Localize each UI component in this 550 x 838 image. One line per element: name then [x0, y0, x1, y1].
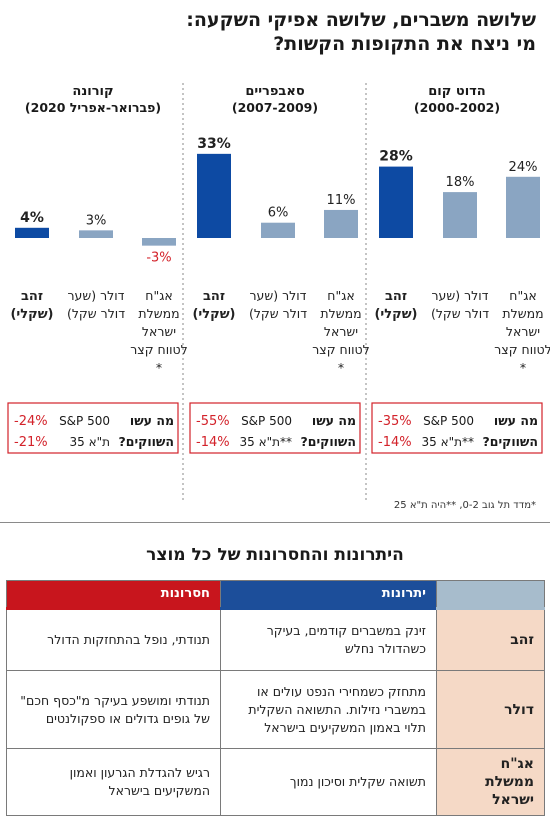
- category-label: (שקלי): [10, 307, 53, 322]
- market-question: השווקים?: [301, 434, 357, 449]
- section-divider: [0, 522, 550, 523]
- bar-value-label: 3%: [86, 213, 107, 228]
- market-question: מה עשו: [494, 413, 538, 428]
- row-pros: מתחזק כשמחירי הנפט עולים או במשברי נזילו…: [220, 670, 437, 749]
- chart-title-line2: מי ניצח את התקופות הקשות?: [273, 33, 536, 55]
- row-product: אג"ח ממשלת ישראל: [436, 748, 545, 816]
- bar: [15, 227, 49, 238]
- category-label: *: [520, 360, 526, 375]
- bar-value-label: 28%: [379, 149, 413, 165]
- bar-value-label: 18%: [446, 175, 475, 190]
- category-label: ממשלת: [502, 306, 543, 321]
- category-label: דולר שקל): [67, 306, 125, 321]
- market-index-name: ת"א 35**: [421, 435, 474, 449]
- market-index-name: S&P 500: [241, 414, 292, 428]
- row-cons: תנודתי ומושפע בעיקר מ"כסף חכם" של גופים …: [6, 670, 221, 749]
- category-label: דולר שקל): [431, 306, 489, 321]
- category-label: לטווח קצר: [494, 342, 550, 357]
- category-label: דולר (שער: [432, 288, 489, 303]
- bar: [197, 153, 231, 238]
- market-box: [371, 402, 543, 454]
- market-index-value: -55%: [196, 414, 230, 429]
- category-label: אג"ח: [327, 288, 354, 303]
- market-box: [189, 402, 361, 454]
- table-header-row: יתרונות חסרונות: [6, 580, 545, 610]
- row-product: דולר: [436, 670, 545, 749]
- market-question: מה עשו: [130, 413, 174, 428]
- market-index-value: -21%: [14, 435, 48, 450]
- panel-subtitle: (2000-2002): [414, 100, 500, 115]
- header-cons: חסרונות: [6, 580, 221, 610]
- category-label: ישראל: [324, 324, 358, 339]
- market-index-name: S&P 500: [423, 414, 474, 428]
- bar: [261, 222, 295, 238]
- header-blank: [436, 580, 545, 610]
- category-label: אג"ח: [509, 288, 536, 303]
- bar: [142, 238, 176, 246]
- bar-value-label: 6%: [268, 206, 289, 221]
- market-index-name: ת"א 35: [69, 435, 110, 449]
- panel-title: קורונה: [72, 84, 113, 99]
- category-label: ישראל: [506, 324, 540, 339]
- table-row: דולר מתחזק כשמחירי הנפט עולים או במשברי …: [6, 670, 545, 749]
- category-label: (שקלי): [374, 307, 417, 322]
- row-product: זהב: [436, 608, 545, 671]
- category-label: זהב: [385, 289, 407, 304]
- bar: [379, 166, 413, 238]
- category-label: דולר (שער: [68, 288, 125, 303]
- market-question: מה עשו: [312, 413, 356, 428]
- footnote: *מדד תל גוב 0-2, **היה ת"א 25: [393, 500, 536, 511]
- category-label: ישראל: [142, 324, 176, 339]
- panel-title: הדוט קום: [428, 84, 485, 99]
- category-label: אג"ח: [145, 288, 172, 303]
- panel-subtitle: (2007-2009): [232, 100, 318, 115]
- market-box: [7, 402, 179, 454]
- market-index-value: -14%: [196, 435, 230, 450]
- table-row: אג"ח ממשלת ישראל תשואה שקלית וסיכון נמוך…: [6, 748, 545, 816]
- market-index-value: -24%: [14, 414, 48, 429]
- bar: [506, 176, 540, 238]
- chart-title-line1: שלושה משברים, שלושה אפיקי השקעה:: [186, 9, 536, 31]
- bar: [443, 192, 477, 238]
- bar-value-label: 4%: [20, 210, 44, 226]
- panel-title: סאבפריים: [245, 84, 304, 99]
- row-pros: זינק במשברים קודמים, בעיקר כשהדולר נחלש: [220, 608, 437, 671]
- category-label: ממשלת: [138, 306, 179, 321]
- category-label: לטווח קצר: [130, 342, 188, 357]
- category-label: דולר שקל): [249, 306, 307, 321]
- row-cons: תנודתי, נופל בהתחזקות הדולר: [6, 608, 221, 671]
- category-label: דולר (שער: [250, 288, 307, 303]
- bar-value-label: -3%: [146, 251, 171, 266]
- header-pros: יתרונות: [220, 580, 437, 610]
- pros-cons-table: יתרונות חסרונות זהב זינק במשברים קודמים,…: [6, 580, 545, 816]
- bar-value-label: 24%: [509, 160, 538, 175]
- category-label: (שקלי): [192, 307, 235, 322]
- market-question: השווקים?: [483, 434, 539, 449]
- category-label: ממשלת: [320, 306, 361, 321]
- market-index-name: S&P 500: [59, 414, 110, 428]
- bar-charts: הדוט קום(2000-2002) 24% אג"ח ממשלת ישראל לטוו…: [7, 83, 550, 500]
- row-pros: תשואה שקלית וסיכון נמוך: [220, 748, 437, 816]
- market-index-name: ת"א 35**: [239, 435, 292, 449]
- bar-value-label: 33%: [197, 136, 231, 152]
- bar: [79, 230, 113, 238]
- bar: [324, 209, 358, 238]
- category-label: *: [156, 360, 162, 375]
- market-index-value: -35%: [378, 414, 412, 429]
- market-question: השווקים?: [119, 434, 175, 449]
- table-row: זהב זינק במשברים קודמים, בעיקר כשהדולר נ…: [6, 608, 545, 671]
- bar-value-label: 11%: [327, 193, 356, 208]
- category-label: לטווח קצר: [312, 342, 370, 357]
- table-title: היתרונות והחסרונות של כל מוצר: [146, 545, 404, 565]
- panel-subtitle: (פברואר-אפריל 2020): [25, 100, 161, 115]
- category-label: *: [338, 360, 344, 375]
- market-index-value: -14%: [378, 435, 412, 450]
- category-label: זהב: [203, 289, 225, 304]
- category-label: זהב: [21, 289, 43, 304]
- row-cons: רגיש להגדלת הגרעון ואמון המשקיעים בישראל: [6, 748, 221, 816]
